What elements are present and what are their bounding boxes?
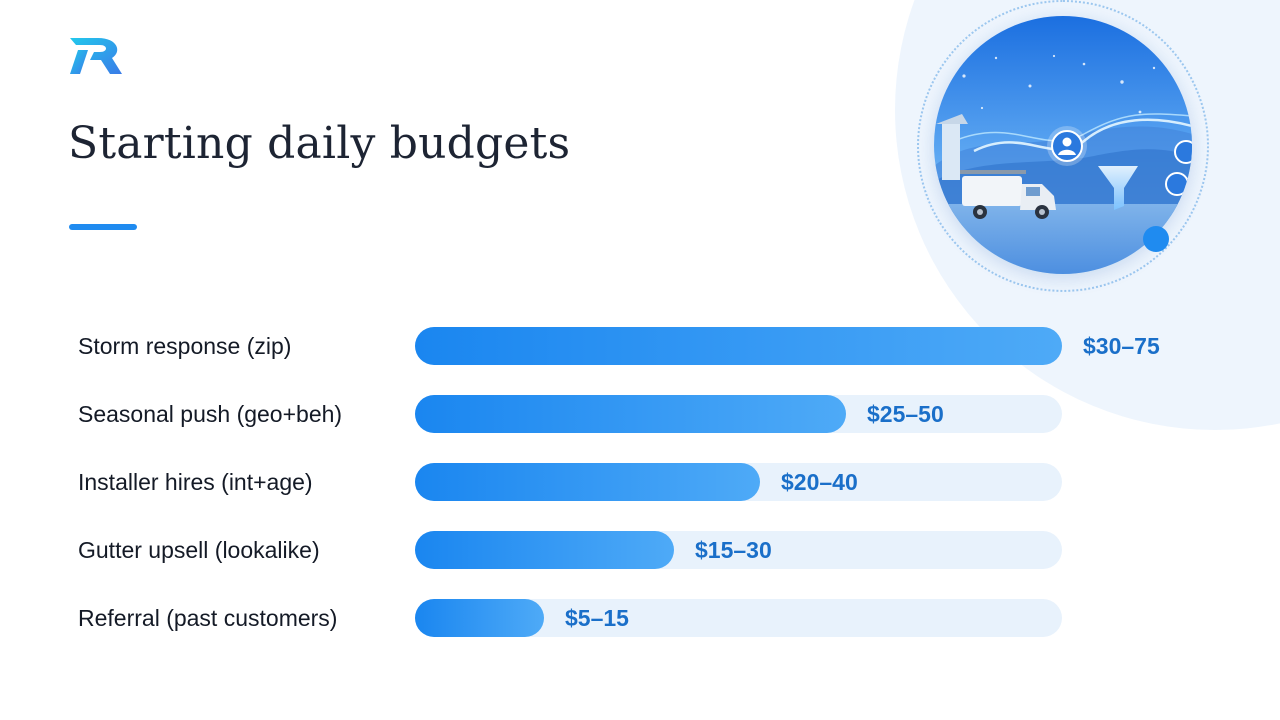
value-label: $25–50 bbox=[867, 401, 944, 427]
budget-bar bbox=[415, 463, 760, 501]
category-label: Seasonal push (geo+beh) bbox=[78, 401, 343, 427]
budget-bar bbox=[415, 599, 544, 637]
dotted-ring-decoration bbox=[917, 0, 1209, 292]
budget-bar bbox=[415, 531, 674, 569]
hero-accent-dot bbox=[1143, 226, 1169, 252]
value-label: $20–40 bbox=[781, 469, 858, 495]
category-label: Storm response (zip) bbox=[78, 333, 292, 359]
budget-bar bbox=[415, 395, 846, 433]
value-label: $5–15 bbox=[565, 605, 629, 631]
value-label: $30–75 bbox=[1083, 333, 1160, 359]
budget-bar bbox=[415, 327, 1062, 365]
title-underline bbox=[69, 224, 137, 230]
page-title: Starting daily budgets bbox=[68, 118, 571, 169]
value-label: $15–30 bbox=[695, 537, 772, 563]
category-label: Referral (past customers) bbox=[78, 605, 338, 631]
category-label: Gutter upsell (lookalike) bbox=[78, 537, 320, 563]
stylized-r-logo-icon bbox=[68, 34, 124, 78]
category-label: Installer hires (int+age) bbox=[78, 469, 313, 495]
